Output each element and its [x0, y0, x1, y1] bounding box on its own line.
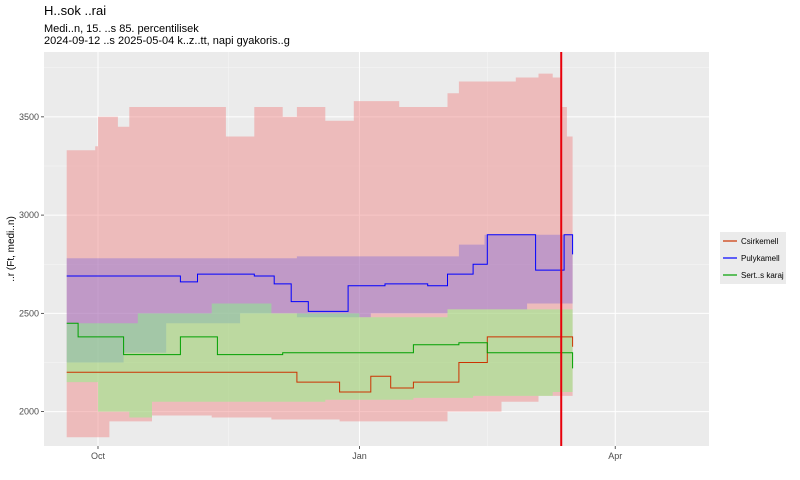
y-axis-ticks: 2000 2500 3000 3500	[19, 112, 44, 417]
chart-subtitle-line-1: Medi..n, 15. ..s 85. percentilisek	[44, 23, 199, 35]
median-lines	[66, 234, 574, 393]
percentile-bands	[66, 73, 573, 438]
median-line-series-3	[66, 322, 574, 369]
x-tick-label: Apr	[608, 451, 622, 461]
y-tick-label: 2000	[19, 407, 39, 417]
y-tick-label: 3000	[19, 210, 39, 220]
median-line-series-2	[66, 234, 574, 312]
legend-label-series-3: Sert..s karaj	[741, 271, 784, 280]
plot-panel	[44, 52, 709, 446]
chart-subtitle-line-2: 2024-09-12 ..s 2025-05-04 k..z..tt, napi…	[44, 35, 290, 47]
x-axis-ticks: Oct Jan Apr	[91, 446, 622, 461]
grid-major	[44, 52, 709, 446]
legend-label-series-2: Pulykamell	[741, 254, 780, 263]
y-tick-label: 3500	[19, 112, 39, 122]
legend-label-series-1: Csirkemell	[741, 237, 779, 246]
percentile-band-series-3	[66, 303, 573, 420]
y-axis-title: ..r (Ft, medi..n)	[6, 216, 17, 282]
legend: Csirkemell Pulykamell Sert..s karaj	[720, 232, 786, 284]
percentile-band-series-2	[66, 228, 573, 363]
x-tick-label: Jan	[352, 451, 367, 461]
percentile-band-series-1	[66, 73, 573, 438]
median-line-series-1	[66, 336, 574, 393]
x-tick-label: Oct	[91, 451, 106, 461]
y-tick-label: 2500	[19, 308, 39, 318]
chart-title: H..sok ..rai	[44, 3, 106, 18]
